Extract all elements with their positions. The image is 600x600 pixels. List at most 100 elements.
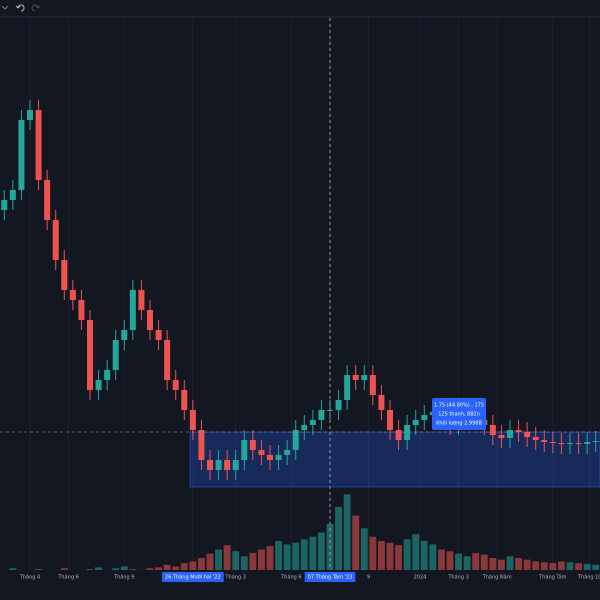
volume-bar <box>258 549 265 575</box>
candle-body <box>189 410 196 430</box>
volume-bar <box>240 556 248 575</box>
volume-bar <box>489 558 497 575</box>
candle-body <box>172 380 179 390</box>
candle-body <box>489 425 496 435</box>
volume-bar <box>532 561 540 575</box>
tooltip-box <box>432 398 486 430</box>
candle-body <box>558 443 565 444</box>
candle-body <box>258 450 265 455</box>
volume-bar <box>558 561 565 575</box>
volume-bar <box>300 539 308 575</box>
volume-bar <box>583 563 591 575</box>
x-tick-label: Tháng 6 <box>57 574 78 581</box>
candle-body <box>344 375 351 400</box>
candle-body <box>18 120 25 190</box>
x-tick-label: Tháng 6 <box>280 574 301 581</box>
candle-body <box>335 400 342 410</box>
candle-body <box>147 310 153 330</box>
candle-body <box>309 420 316 425</box>
toolbar <box>0 0 600 18</box>
candle-body <box>241 440 248 460</box>
candle-body <box>224 460 231 470</box>
candle-body <box>95 380 102 390</box>
candle-body <box>121 330 128 340</box>
candle-body <box>129 290 136 330</box>
candle-body <box>592 441 599 442</box>
tooltip: 1.75 (44.80%) , 175 125 thanh, 882n Khối… <box>432 398 486 430</box>
x-tick-label: 9 <box>367 575 370 581</box>
candle-body <box>292 430 299 450</box>
volume-bar <box>515 558 522 575</box>
dropdown-icon[interactable] <box>1 5 9 10</box>
time-axis-labels: Tháng 4 Tháng 6 Tháng 9 26 Tháng Mười hai '… <box>19 572 600 582</box>
volume-bar <box>326 524 334 575</box>
candle-body <box>575 443 582 444</box>
volume-bar <box>318 532 325 575</box>
candle-body <box>567 443 573 444</box>
volume-bar <box>215 549 222 575</box>
x-tick-label: Tháng Tám <box>538 574 567 581</box>
candle-body <box>35 110 42 180</box>
toolbar-bg <box>0 0 600 16</box>
volume-bar <box>206 553 214 575</box>
candle-body <box>378 395 385 410</box>
volume-bar <box>369 536 377 575</box>
candle-body <box>284 450 291 455</box>
volume-bar <box>223 545 231 575</box>
candle-body <box>155 330 162 340</box>
candle-body <box>27 110 33 120</box>
volume-bar <box>275 541 282 575</box>
volume-bar <box>309 536 317 575</box>
candle-body <box>515 430 522 432</box>
candle-body <box>87 320 93 390</box>
undo-button[interactable] <box>15 4 25 12</box>
range-highlight <box>189 431 600 488</box>
candle-body <box>44 180 51 220</box>
volume-bar <box>566 562 574 575</box>
candle-body <box>404 425 411 440</box>
volume-bar <box>283 544 291 575</box>
volume-bar <box>429 544 437 575</box>
candle-body <box>9 190 16 200</box>
volume-bar <box>292 542 300 575</box>
candle-body <box>249 440 256 450</box>
candle-body <box>301 425 308 430</box>
tooltip-line: 1.75 (44.80%) , 175 <box>434 403 484 409</box>
volume-bar <box>592 564 600 575</box>
candle-body <box>549 442 556 443</box>
x-tick-label: 26 Tháng Mười hai '22 <box>165 574 221 581</box>
volume-bar <box>540 562 548 575</box>
volume-bar <box>189 561 197 575</box>
volume-bar <box>352 515 360 575</box>
volume-bar <box>386 542 394 575</box>
volume-bar <box>266 546 274 575</box>
volume-bar <box>420 541 428 575</box>
volume-bar <box>343 494 351 575</box>
candle-body <box>498 435 505 438</box>
volume-bar <box>438 549 445 575</box>
candle-body <box>69 290 76 300</box>
redo-button[interactable] <box>31 4 41 12</box>
volume-bar <box>198 558 205 575</box>
candle-body <box>181 390 188 410</box>
candle-body <box>387 410 393 430</box>
volume-bar <box>403 539 411 575</box>
candle-body <box>52 220 59 260</box>
candle-body <box>395 430 402 440</box>
x-tick-highlight <box>162 572 224 582</box>
x-tick-highlight <box>304 572 356 582</box>
candle-body <box>207 460 213 470</box>
volume-bar <box>575 563 582 575</box>
volume-bar <box>163 564 171 575</box>
volume-bar <box>249 552 257 575</box>
volume-bar <box>463 556 471 575</box>
candle-body <box>164 340 171 380</box>
volume-bar <box>506 556 514 575</box>
tooltip-line: 125 thanh, 882n <box>438 412 480 418</box>
candle-body <box>421 415 428 420</box>
tooltip-line: Khối lượng 2.998B <box>436 420 482 427</box>
x-tick-label: Tháng 3 <box>447 574 468 581</box>
candle-body <box>532 437 539 440</box>
